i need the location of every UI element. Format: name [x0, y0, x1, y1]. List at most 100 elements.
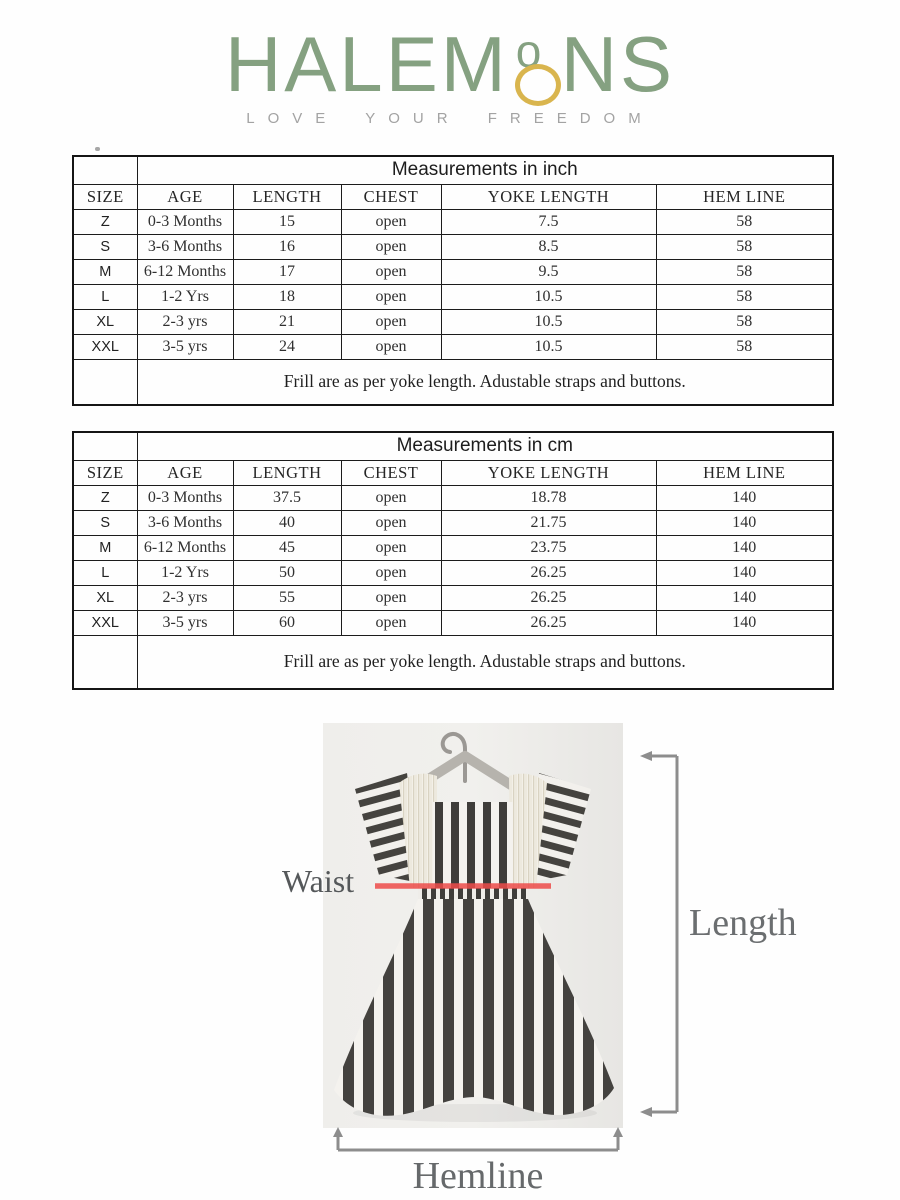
measurement-value: 18 — [232, 283, 342, 310]
measurement-value: open — [340, 233, 442, 260]
size-value: S — [72, 233, 138, 260]
measurement-value: 23.75 — [440, 534, 657, 561]
measurement-value: 9.5 — [440, 258, 657, 285]
column-header: AGE — [136, 459, 234, 486]
measurement-value: 58 — [655, 283, 834, 310]
measurement-value: open — [340, 484, 442, 511]
table-corner-cell — [72, 431, 138, 461]
logo-o-block: o — [512, 20, 561, 108]
column-header: AGE — [136, 183, 234, 210]
hemline-measure-arrow — [333, 1127, 623, 1152]
table-title: Measurements in inch — [136, 155, 834, 185]
column-header: YOKE LENGTH — [440, 459, 657, 486]
brand-logo: HALEM o NS — [0, 20, 900, 108]
measurement-value: 16 — [232, 233, 342, 260]
measurement-value: 140 — [655, 584, 834, 611]
measurement-value: 140 — [655, 534, 834, 561]
measurement-value: open — [340, 308, 442, 335]
lemon-ring-icon — [514, 64, 561, 106]
measurement-value: open — [340, 559, 442, 586]
dress-frill-right — [509, 773, 547, 888]
measurement-value: 58 — [655, 308, 834, 335]
size-value: XL — [72, 308, 138, 335]
size-row: XL 2-3 yrs 21 open 10.5 58 — [72, 308, 834, 335]
measurement-value: 60 — [232, 609, 342, 636]
measurement-value: 10.5 — [440, 333, 657, 360]
measurement-value: open — [340, 208, 442, 235]
size-row: S 3-6 Months 40 open 21.75 140 — [72, 509, 834, 536]
column-header: YOKE LENGTH — [440, 183, 657, 210]
size-value: S — [72, 509, 138, 536]
column-header: HEM LINE — [655, 183, 834, 210]
logo-text-start: HALEM — [224, 20, 509, 108]
measurement-value: 3-5 yrs — [136, 333, 234, 360]
measurement-value: 0-3 Months — [136, 484, 234, 511]
measurements-table: Measurements in inch SIZE AGE LENGTH CHEST YO… — [72, 155, 835, 406]
size-value: XL — [72, 584, 138, 611]
measurement-value: 10.5 — [440, 283, 657, 310]
size-value: Z — [72, 484, 138, 511]
size-row: Z 0-3 Months 15 open 7.5 58 — [72, 208, 834, 235]
brand-tagline: LOVE YOUR FREEDOM — [246, 110, 654, 127]
measurement-value: 21.75 — [440, 509, 657, 536]
measurement-value: 58 — [655, 208, 834, 235]
table-corner-cell — [72, 155, 138, 185]
measurement-value: open — [340, 258, 442, 285]
measurement-value: 26.25 — [440, 559, 657, 586]
table-corner-cell — [72, 358, 138, 406]
measurement-value: 18.78 — [440, 484, 657, 511]
size-row: XXL 3-5 yrs 60 open 26.25 140 — [72, 609, 834, 636]
measurement-value: 140 — [655, 509, 834, 536]
size-row: XXL 3-5 yrs 24 open 10.5 58 — [72, 333, 834, 360]
measurement-value: 140 — [655, 559, 834, 586]
measurement-value: 140 — [655, 609, 834, 636]
table-footnote: Frill are as per yoke length. Adustable … — [136, 634, 834, 690]
arrowhead-right — [613, 1127, 623, 1137]
measurement-value: 26.25 — [440, 609, 657, 636]
arrowhead-bottom — [640, 1107, 652, 1117]
column-header: LENGTH — [232, 183, 342, 210]
column-header: SIZE — [72, 459, 138, 486]
measurements-table: Measurements in cm SIZE AGE LENGTH CHEST YOKE… — [72, 431, 835, 690]
column-header: SIZE — [72, 183, 138, 210]
measurement-value: 3-5 yrs — [136, 609, 234, 636]
measurement-value: open — [340, 283, 442, 310]
logo-text-end: NS — [560, 20, 676, 108]
column-header: LENGTH — [232, 459, 342, 486]
measurement-value: 3-6 Months — [136, 233, 234, 260]
measurement-value: 1-2 Yrs — [136, 559, 234, 586]
measurement-value: 15 — [232, 208, 342, 235]
product-photo — [323, 723, 623, 1128]
measurement-value: open — [340, 609, 442, 636]
size-value: M — [72, 534, 138, 561]
size-value: XXL — [72, 609, 138, 636]
hemline-label: Hemline — [412, 1155, 544, 1197]
size-value: M — [72, 258, 138, 285]
column-header: HEM LINE — [655, 459, 834, 486]
measurement-value: 24 — [232, 333, 342, 360]
size-row: M 6-12 Months 45 open 23.75 140 — [72, 534, 834, 561]
size-row: L 1-2 Yrs 18 open 10.5 58 — [72, 283, 834, 310]
measurement-value: 0-3 Months — [136, 208, 234, 235]
measurement-value: 45 — [232, 534, 342, 561]
measurement-value: 50 — [232, 559, 342, 586]
measurement-value: 58 — [655, 233, 834, 260]
measurement-value: 140 — [655, 484, 834, 511]
dress-frill-left — [399, 773, 437, 888]
measurement-value: 2-3 yrs — [136, 584, 234, 611]
size-value: L — [72, 559, 138, 586]
measurement-value: 8.5 — [440, 233, 657, 260]
measurement-value: open — [340, 509, 442, 536]
measurement-value: 21 — [232, 308, 342, 335]
measurement-value: 40 — [232, 509, 342, 536]
size-row: XL 2-3 yrs 55 open 26.25 140 — [72, 584, 834, 611]
table-corner-cell — [72, 634, 138, 690]
brand-header: HALEM o NS LOVE YOUR FREEDOM — [0, 20, 900, 127]
measurement-value: open — [340, 584, 442, 611]
measurement-value: 17 — [232, 258, 342, 285]
column-header: CHEST — [340, 459, 442, 486]
arrowhead-left — [333, 1127, 343, 1137]
measurement-value: open — [340, 333, 442, 360]
measurement-value: 3-6 Months — [136, 509, 234, 536]
